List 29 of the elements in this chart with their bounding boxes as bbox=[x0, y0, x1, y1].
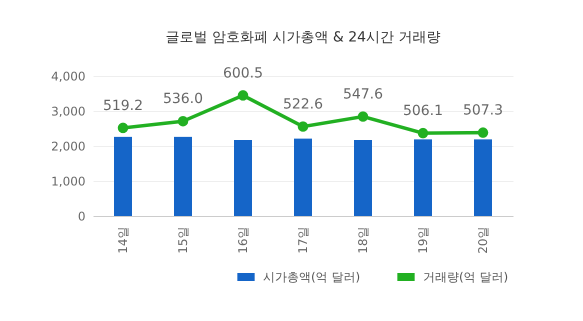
point bbox=[358, 111, 368, 122]
data-label: 507.3 bbox=[462, 102, 504, 119]
y-tick-label: 1,000 bbox=[51, 174, 86, 188]
legend-label: 시가총액(억 달러) bbox=[263, 270, 360, 284]
point bbox=[118, 122, 128, 134]
x-tick-label: 14일 bbox=[116, 226, 130, 254]
data-label: 522.6 bbox=[282, 96, 324, 113]
x-tick-label: 17일 bbox=[296, 226, 310, 254]
y-tick-label: 4,000 bbox=[51, 70, 86, 84]
point bbox=[298, 121, 308, 132]
chart-title: 글로벌 암호화폐 시가총액 & 24시간 거래량 bbox=[166, 29, 440, 46]
y-tick-label: 3,000 bbox=[51, 104, 86, 118]
point bbox=[178, 116, 188, 126]
x-tick-label: 15일 bbox=[176, 226, 190, 254]
point bbox=[418, 128, 428, 138]
data-label: 600.5 bbox=[222, 65, 264, 82]
x-tick-label: 19일 bbox=[416, 226, 430, 254]
point bbox=[478, 127, 488, 138]
x-tick-label: 16일 bbox=[236, 226, 250, 254]
x-tick-label: 18일 bbox=[356, 226, 370, 254]
x-tick-label: 20일 bbox=[476, 226, 490, 254]
data-label: 536.0 bbox=[162, 91, 204, 108]
legend-label: 거래량(억 달러) bbox=[423, 270, 508, 284]
data-label: 519.2 bbox=[102, 98, 144, 114]
data-label: 506.1 bbox=[402, 103, 444, 120]
data-label: 547.6 bbox=[342, 86, 384, 103]
point bbox=[238, 90, 248, 101]
y-tick-label: 2,000 bbox=[51, 140, 86, 154]
y-tick-label: 0 bbox=[78, 210, 86, 224]
